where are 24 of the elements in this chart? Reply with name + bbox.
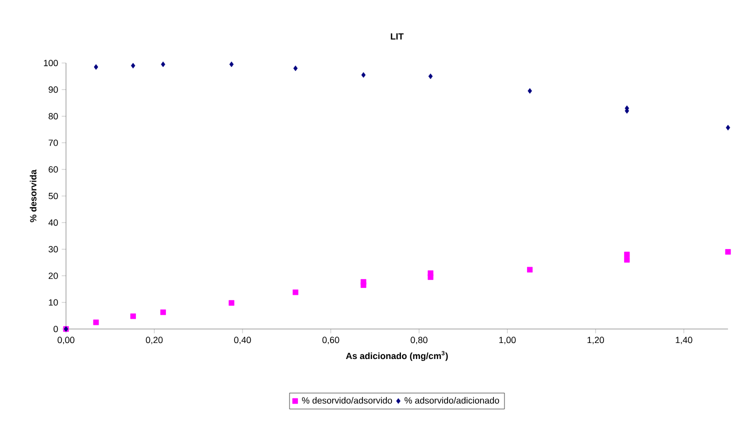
x-tick-label: 1,40 — [676, 336, 692, 344]
y-axis-title: % desorvida — [30, 170, 36, 222]
x-tick-label: 0,40 — [234, 336, 251, 344]
chart-title: LIT — [390, 33, 404, 40]
legend-label: % adsorvido/adicionado — [404, 397, 500, 404]
y-tick-label: 80 — [48, 113, 58, 120]
y-tick-label: 50 — [48, 192, 58, 200]
y-tick-label: 60 — [48, 166, 58, 173]
x-tick-label: 0,00 — [58, 336, 74, 344]
y-tick-label: 0 — [54, 326, 58, 332]
y-tick-label: 40 — [48, 219, 58, 226]
y-tick-label: 30 — [48, 246, 58, 252]
x-axis-title: As adicionado (mg/cm$^{3}$) — [346, 351, 448, 361]
x-tick-label: 0,60 — [322, 336, 340, 344]
y-tick-label: 70 — [48, 140, 58, 146]
y-tick-label: 90 — [48, 86, 58, 93]
legend-label: % desorvido/adsorvido — [302, 397, 392, 404]
x-tick-label: 0,80 — [410, 336, 428, 344]
x-tick-label: 1,20 — [588, 336, 604, 344]
x-tick-label: 1,00 — [499, 336, 516, 344]
y-tick-label: 20 — [48, 272, 58, 279]
y-tick-label: 10 — [48, 299, 58, 306]
y-tick-label: 100 — [44, 60, 58, 66]
x-tick-label: 0,20 — [146, 336, 163, 344]
